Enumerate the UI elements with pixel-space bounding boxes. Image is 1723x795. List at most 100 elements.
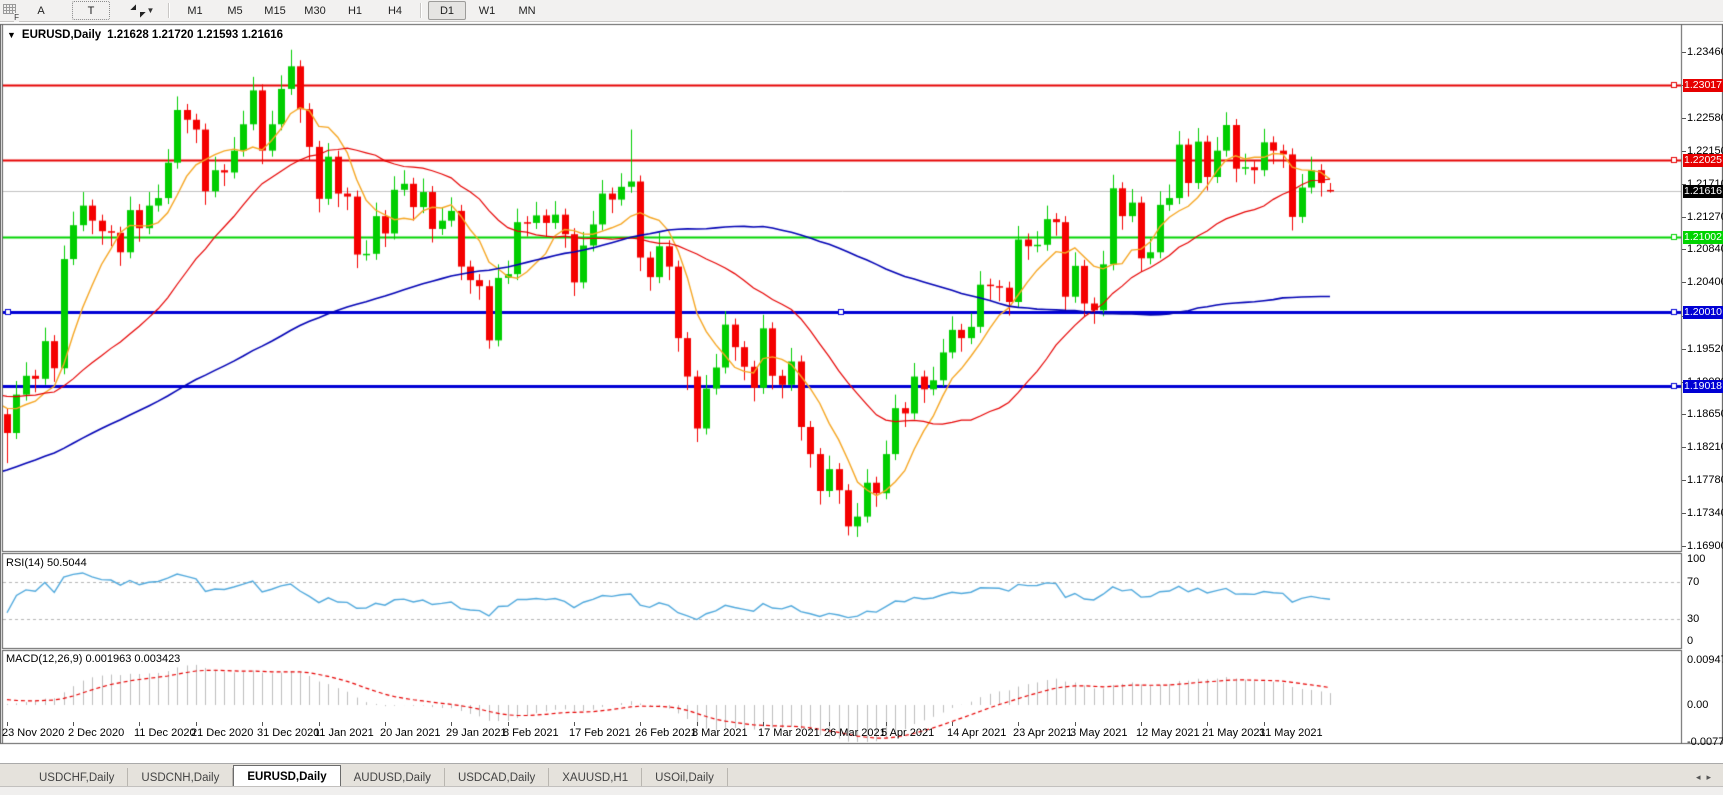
price-tick-mark xyxy=(1682,217,1686,218)
dropdown-caret-icon: ▼ xyxy=(146,6,155,15)
time-tick-label: 14 Apr 2021 xyxy=(947,727,1007,739)
toolbar-grip-icon[interactable]: F xyxy=(3,3,19,22)
chart-tab-eurusd[interactable]: EURUSD,Daily xyxy=(233,765,341,788)
price-tick-mark xyxy=(1682,349,1686,350)
timeframe-button-m15[interactable]: M15 xyxy=(264,4,286,17)
macd-axis-label: 0.009478 xyxy=(1687,654,1723,666)
time-tick-label: 2 Dec 2020 xyxy=(68,727,125,739)
macd-indicator-label: MACD(12,26,9) 0.001963 0.003423 xyxy=(6,653,181,665)
toolbar: F A T ▼ M1 M5 M15 M30 H1 H4 D1 W1 MN xyxy=(0,0,1723,22)
time-tick-mark xyxy=(697,722,698,726)
timeframe-button-d1[interactable]: D1 xyxy=(428,1,466,20)
timeframe-button-w1[interactable]: W1 xyxy=(478,4,496,17)
time-tick-label: 11 Dec 2020 xyxy=(134,727,196,739)
chart-canvas[interactable] xyxy=(0,22,1723,763)
hline-price-label: 1.20010 xyxy=(1683,306,1723,319)
time-tick-mark xyxy=(829,722,830,726)
chart-tab-usdcad[interactable]: USDCAD,Daily xyxy=(445,768,550,787)
price-tick-label: 1.17780 xyxy=(1687,474,1723,486)
time-tick-mark xyxy=(508,722,509,726)
timeframe-button-m1[interactable]: M1 xyxy=(187,4,203,17)
price-tick-label: 1.17340 xyxy=(1687,507,1723,519)
price-tick-mark xyxy=(1682,414,1686,415)
collapse-triangle-icon[interactable]: ▼ xyxy=(7,30,16,40)
chart-tab-xauusd[interactable]: XAUUSD,H1 xyxy=(549,768,643,787)
time-tick-label: 31 Dec 2020 xyxy=(257,727,320,739)
time-tick-mark xyxy=(196,722,197,726)
time-tick-label: 21 May 2021 xyxy=(1202,727,1266,739)
hline-price-label: 1.19018 xyxy=(1683,380,1723,393)
ohlc-values: 1.21628 1.21720 1.21593 1.21616 xyxy=(107,29,284,41)
toolbar-separator xyxy=(168,3,170,18)
price-tick-label: 1.20400 xyxy=(1687,276,1723,288)
chart-tabs: USDCHF,Daily USDCNH,Daily EURUSD,Daily AUDU… xyxy=(26,765,728,788)
timeframe-button-m30[interactable]: M30 xyxy=(304,4,326,17)
price-tick-label: 1.23460 xyxy=(1687,46,1723,58)
chart-tab-usdchf[interactable]: USDCHF,Daily xyxy=(26,768,129,787)
toolbar-separator xyxy=(420,3,422,18)
hline-price-label: 1.21002 xyxy=(1683,231,1723,244)
price-tick-label: 1.21270 xyxy=(1687,211,1723,223)
chart-tab-usdcnh[interactable]: USDCNH,Daily xyxy=(128,768,234,787)
time-tick-mark xyxy=(262,722,263,726)
chart-tab-audusd[interactable]: AUDUSD,Daily xyxy=(341,768,445,787)
price-tick-label: 1.20840 xyxy=(1687,243,1723,255)
time-tick-label: 3 May 2021 xyxy=(1070,727,1128,739)
text-tool-button[interactable]: T xyxy=(72,1,110,20)
chart-window: ▼ EURUSD,Daily 1.21628 1.21720 1.21593 1… xyxy=(0,22,1723,763)
hline-price-label: 1.22025 xyxy=(1683,154,1723,167)
macd-axis-label: 0.00 xyxy=(1687,699,1709,711)
current-price-label: 1.21616 xyxy=(1683,185,1723,198)
price-tick-mark xyxy=(1682,52,1686,53)
price-tick-label: 1.16900 xyxy=(1687,540,1723,552)
price-tick-mark xyxy=(1682,513,1686,514)
time-tick-mark xyxy=(886,722,887,726)
time-tick-mark xyxy=(451,722,452,726)
time-tick-label: 12 May 2021 xyxy=(1136,727,1200,739)
price-tick-mark xyxy=(1682,447,1686,448)
rsi-axis-label: 100 xyxy=(1687,553,1706,565)
chart-tab-bar: USDCHF,Daily USDCNH,Daily EURUSD,Daily AUDU… xyxy=(0,763,1723,788)
symbol-label: EURUSD,Daily xyxy=(21,29,102,41)
time-tick-mark xyxy=(1141,722,1142,726)
time-tick-label: 26 Mar 2021 xyxy=(824,727,886,739)
tab-scroll-arrows[interactable]: ◂▸ xyxy=(1695,772,1717,782)
price-tick-label: 1.18210 xyxy=(1687,441,1723,453)
time-tick-label: 23 Apr 2021 xyxy=(1013,727,1073,739)
price-tick-label: 1.22580 xyxy=(1687,112,1723,124)
time-tick-mark xyxy=(385,722,386,726)
rsi-axis-label: 0 xyxy=(1687,635,1694,647)
time-tick-label: 26 Feb 2021 xyxy=(635,727,697,739)
chart-title[interactable]: ▼ EURUSD,Daily 1.21628 1.21720 1.21593 1… xyxy=(7,29,283,41)
price-tick-mark xyxy=(1682,282,1686,283)
price-tick-mark xyxy=(1682,249,1686,250)
arrow-style-button[interactable]: ▼ xyxy=(124,1,162,20)
price-tick-label: 1.18650 xyxy=(1687,408,1723,420)
time-tick-label: 11 Jan 2021 xyxy=(314,727,374,739)
time-tick-label: 21 Dec 2020 xyxy=(191,727,254,739)
time-tick-label: 20 Jan 2021 xyxy=(380,727,441,739)
price-tick-mark xyxy=(1682,184,1686,185)
timeframe-button-mn[interactable]: MN xyxy=(518,4,536,17)
rsi-axis-label: 30 xyxy=(1687,613,1700,625)
time-tick-label: 5 Apr 2021 xyxy=(881,727,935,739)
timeframe-button-h1[interactable]: H1 xyxy=(347,4,363,17)
text-icon: T xyxy=(87,4,95,17)
price-tick-mark xyxy=(1682,118,1686,119)
rsi-indicator-label: RSI(14) 50.5044 xyxy=(6,557,87,569)
time-tick-label: 29 Jan 2021 xyxy=(446,727,507,739)
price-tick-mark xyxy=(1682,480,1686,481)
time-tick-mark xyxy=(139,722,140,726)
text-label-tool-button[interactable]: A xyxy=(22,1,60,20)
time-tick-mark xyxy=(319,722,320,726)
time-tick-label: 17 Mar 2021 xyxy=(758,727,820,739)
time-tick-mark xyxy=(952,722,953,726)
timeframe-button-m5[interactable]: M5 xyxy=(227,4,243,17)
time-tick-label: 31 May 2021 xyxy=(1259,727,1323,739)
time-tick-mark xyxy=(73,722,74,726)
chart-tab-usoil[interactable]: USOil,Daily xyxy=(642,768,728,787)
timeframe-button-h4[interactable]: H4 xyxy=(387,4,403,17)
time-tick-mark xyxy=(763,722,764,726)
time-tick-label: 8 Feb 2021 xyxy=(503,727,559,739)
